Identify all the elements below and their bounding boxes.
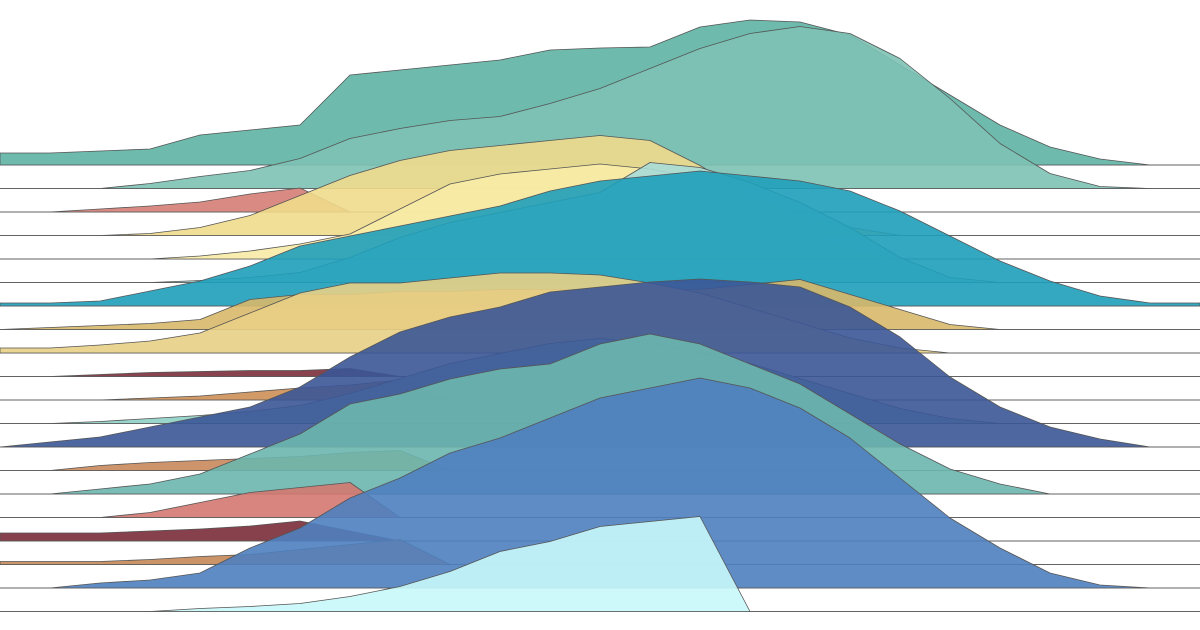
ridge [0,170,1200,307]
ridge [0,516,1200,612]
ridge [0,377,1200,589]
ridge [0,26,1200,189]
